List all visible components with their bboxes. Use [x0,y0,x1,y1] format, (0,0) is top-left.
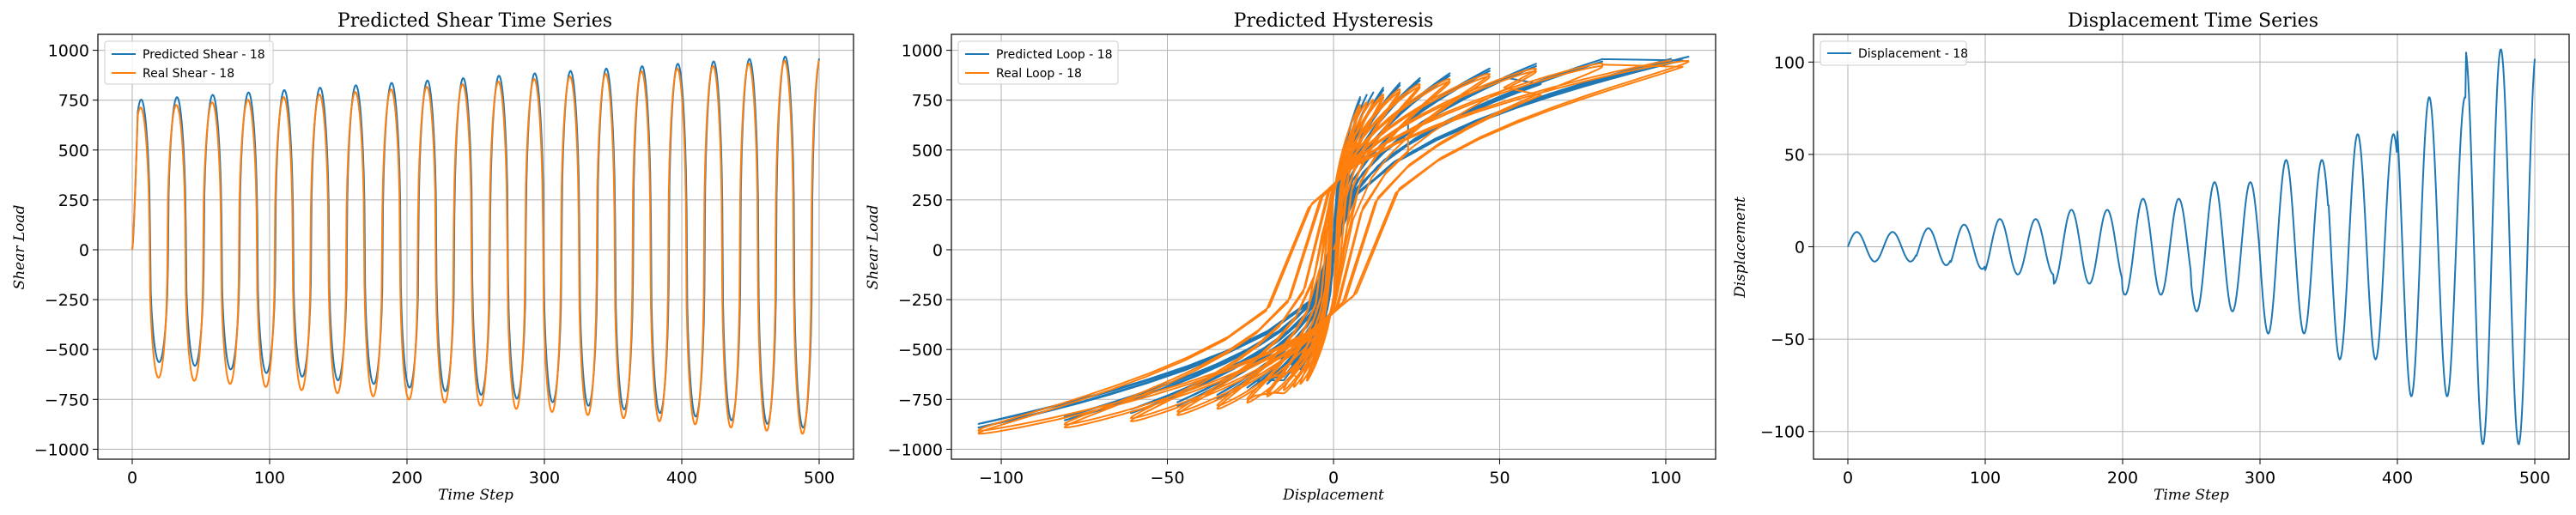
x-tick-label: 500 [2519,469,2550,488]
grid [98,34,854,459]
x-tick-label: 0 [1328,469,1339,488]
y-tick-label: −500 [45,341,89,360]
x-tick-label: 200 [392,469,422,488]
y-tick-label: 500 [58,142,89,161]
y-tick-label: 100 [1774,53,1805,72]
y-tick-label: −500 [898,341,943,360]
y-tick-label: 1000 [902,42,943,61]
x-tick-label: 300 [2245,469,2275,488]
y-tick-label: 250 [912,191,943,210]
tick-labels: −100 −50 0 50 100−1000−750−500−2500250500750… [888,42,1681,488]
y-tick-label: −100 [1760,423,1805,442]
y-tick-label: −1000 [34,440,89,459]
x-tick-label: 200 [2107,469,2138,488]
chart-title: Predicted Shear Time Series [337,10,612,32]
y-tick-label: 1000 [48,42,89,61]
x-tick-label: 100 [254,469,285,488]
y-tick-label: −250 [45,291,89,310]
y-tick-label: −250 [898,291,943,310]
plot-frame [97,33,854,460]
tick-labels: 0 100 200 300 400 500 −1000 −750 −500 −250 0 250 500… [34,42,835,488]
legend: Predicted Loop - 18 Real Loop - 18 [957,40,1119,85]
x-tick-label: −100 [979,469,1024,488]
x-tick-label: 100 [1970,469,2001,488]
y-axis-label: Displacement [1732,197,1749,299]
chart-title: Displacement Time Series [2068,10,2318,32]
y-tick-label: 250 [58,191,89,210]
series-line-real-shear [131,59,820,435]
x-tick-label: 0 [127,469,137,488]
legend: Predicted Shear - 18 Real Shear - 18 [104,40,274,85]
y-tick-label: −1000 [888,440,943,459]
hysteresis-chart: Predicted Hysteresis −100 −50 0 50 100−1000−… [865,10,1716,504]
displacement-time-series-chart: Displacement Time Series 0 100 200 300 400 50… [1732,10,2570,504]
y-tick-label: 750 [912,92,943,111]
x-tick-label: 100 [1650,469,1681,488]
legend-entry-displacement: Displacement - 18 [1858,47,1968,61]
x-tick-label: 400 [666,469,697,488]
y-tick-label: 0 [79,241,89,260]
x-tick-label: 300 [529,469,560,488]
series-lines [1847,48,2536,445]
x-tick-label: 50 [1489,469,1510,488]
legend-entry-real-shear: Real Shear - 18 [143,67,234,81]
x-axis-label: Time Step [438,487,513,504]
y-tick-label: −50 [1771,330,1805,349]
x-axis-label: Time Step [2154,487,2229,504]
legend-box [1820,40,1967,66]
legend-entry-real-loop: Real Loop - 18 [996,67,1082,81]
y-tick-label: 750 [58,92,89,111]
legend-box [104,40,274,85]
x-tick-label: 0 [1843,469,1853,488]
tick-labels: 0 100 200 300 400 500 −100 −50 0 50 100 [1760,53,2550,488]
series-lines [131,56,820,435]
y-tick-label: 50 [1784,146,1805,165]
series-line-real-loop [977,59,1690,435]
y-tick-label: 500 [912,142,943,161]
series-lines [977,56,1690,435]
legend: Displacement - 18 [1820,40,1968,66]
y-tick-label: 0 [1795,239,1805,258]
chart-title: Predicted Hysteresis [1234,10,1434,32]
y-tick-label: −750 [898,391,943,409]
y-axis-label: Shear Load [865,204,882,289]
legend-box [957,40,1119,85]
y-tick-label: 0 [933,241,943,260]
x-tick-label: −50 [1150,469,1184,488]
legend-entry-predicted-loop: Predicted Loop - 18 [996,48,1113,62]
x-tick-label: 400 [2382,469,2413,488]
series-line-displacement [1847,48,2536,445]
y-axis-label: Shear Load [11,204,28,289]
shear-time-series-chart: Predicted Shear Time Series 0 100 200 300 40… [11,10,854,504]
x-axis-label: Displacement [1282,487,1384,504]
y-tick-label: −750 [45,391,89,409]
legend-entry-predicted-shear: Predicted Shear - 18 [143,48,265,62]
x-tick-label: 500 [804,469,835,488]
